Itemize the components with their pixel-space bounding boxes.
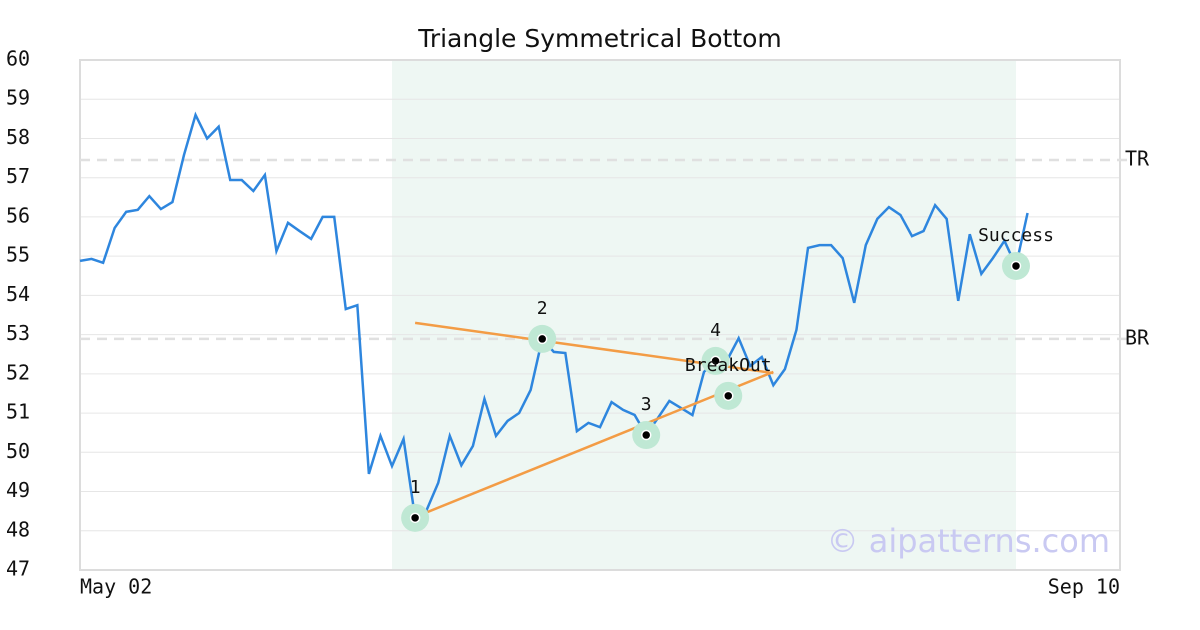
y-tick-label: 52 (6, 360, 30, 384)
pivot-label: 4 (710, 320, 721, 341)
y-tick-label: 60 (6, 47, 30, 71)
pivot-label: 2 (537, 298, 548, 319)
pivot-label: 3 (641, 394, 652, 415)
x-tick-label: Sep 10 (1048, 575, 1120, 599)
pivot-point (710, 355, 721, 367)
pivot-point (409, 512, 421, 524)
y-tick-label: 55 (6, 243, 30, 267)
pattern-region (392, 60, 1016, 570)
y-tick-label: 58 (6, 125, 30, 149)
pivot-label: 1 (410, 477, 421, 498)
pivot-label: BreakOut (685, 355, 772, 376)
y-tick-label: 47 (6, 557, 30, 581)
y-tick-label: 59 (6, 86, 30, 110)
price-line (79, 111, 1029, 520)
pivot-label: Success (978, 225, 1054, 246)
y-tick-label: 48 (6, 517, 30, 541)
y-tick-label: 49 (6, 478, 30, 502)
y-tick-label: 53 (6, 321, 30, 345)
reference-label: BR (1125, 325, 1150, 349)
y-tick-label: 54 (6, 282, 30, 306)
y-tick-label: 51 (6, 400, 30, 424)
trendline (414, 370, 774, 519)
reference-label: TR (1125, 147, 1150, 171)
pivot-point (536, 333, 548, 345)
y-tick-label: 50 (6, 439, 30, 463)
y-tick-label: 57 (6, 164, 30, 188)
chart-title: Triangle Symmetrical Bottom (417, 24, 782, 53)
plot-border (79, 59, 1121, 571)
watermark: © aipatterns.com (827, 522, 1110, 560)
pivot-point (723, 390, 734, 402)
y-tick-label: 56 (6, 203, 30, 227)
x-tick-label: May 02 (80, 575, 152, 599)
pivot-point (640, 429, 652, 441)
pivot-point (1010, 260, 1022, 272)
